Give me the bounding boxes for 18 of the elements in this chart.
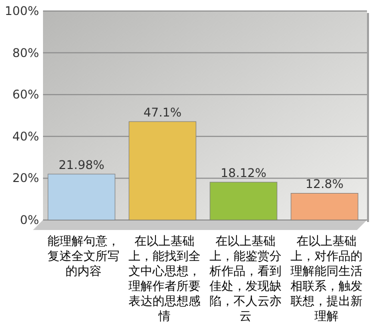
data-label: 21.98% <box>58 158 104 172</box>
x-tick-label: 在以上基础上，能找到全文中心思想，理解作者所要表达的思想感情 <box>128 234 202 324</box>
y-tick-label: 100% <box>4 4 39 18</box>
bar <box>48 174 116 220</box>
bar <box>210 182 278 220</box>
data-label: 12.8% <box>305 177 344 192</box>
data-label: 47.1% <box>143 106 182 120</box>
y-tick-label: 20% <box>12 171 39 186</box>
x-tick-label: 在以上基础上，能鉴赏分析作品，看到佳处，发现缺陷，不人云亦云 <box>208 234 282 324</box>
bar <box>290 193 358 220</box>
y-tick-label: 40% <box>12 129 39 144</box>
bar <box>128 121 196 220</box>
x-tick-label: 在以上基础上，对作品的理解能同生活相联系，触发联想，提出新理解 <box>290 234 364 324</box>
y-tick-label: 0% <box>20 213 39 227</box>
data-label: 18.12% <box>220 166 266 180</box>
x-tick-label: 能理解句意，复述全文所写的内容 <box>46 234 120 279</box>
y-tick-label: 80% <box>12 46 39 60</box>
y-tick-label: 60% <box>12 88 39 102</box>
